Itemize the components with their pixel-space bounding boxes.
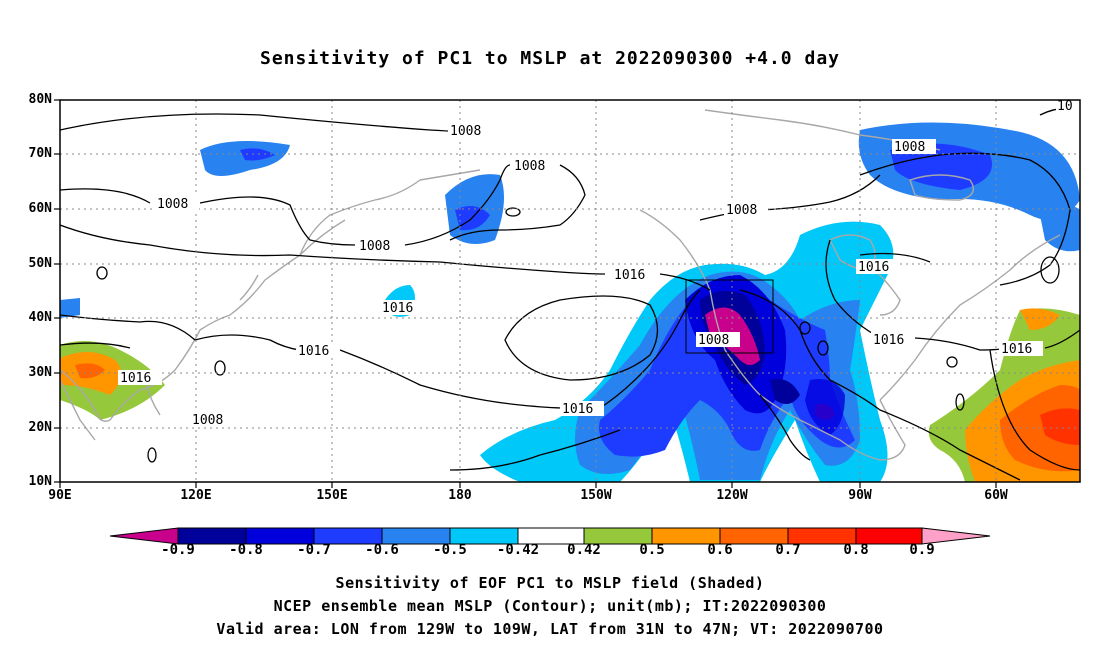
lon-label: 60W [984, 488, 1008, 503]
lon-label: 150E [316, 488, 348, 503]
caption-line-3: Valid area: LON from 129W to 109W, LAT f… [216, 620, 884, 638]
colorbar-label: 0.8 [843, 542, 869, 558]
caption-line-2: NCEP ensemble mean MSLP (Contour); unit(… [273, 597, 827, 615]
svg-text:1016: 1016 [858, 260, 889, 275]
lon-label: 120W [716, 488, 748, 503]
colorbar-label: 0.9 [909, 542, 935, 558]
lon-label: 180 [448, 488, 472, 503]
contour-label: 1016 [612, 267, 656, 283]
valid-area-box [685, 279, 774, 354]
colorbar-label: -0.42 [496, 542, 540, 558]
svg-text:1008: 1008 [157, 197, 188, 212]
colorbar-label: 0.5 [639, 542, 665, 558]
lat-label: 80N [28, 92, 52, 107]
colorbar-label: 0.6 [707, 542, 733, 558]
contour-label: 1016 [380, 300, 424, 316]
contour-label: 1016 [871, 332, 915, 348]
contour-label: 1008 [448, 123, 492, 139]
svg-text:1008: 1008 [359, 239, 390, 254]
contour-label: 1008 [357, 238, 401, 254]
lat-label: 50N [28, 256, 52, 271]
svg-text:1016: 1016 [120, 371, 151, 386]
contour-label: 1008 [696, 332, 740, 348]
contour-label: 1008 [512, 158, 556, 174]
contour-label: 1008 [155, 196, 199, 212]
colorbar-label: 0.7 [775, 542, 801, 558]
lat-label: 70N [28, 146, 52, 161]
svg-text:1008: 1008 [726, 203, 757, 218]
contour-label: 1016 [118, 370, 162, 386]
colorbar [109, 527, 991, 545]
lon-label: 90E [48, 488, 72, 503]
colorbar-label: -0.5 [433, 542, 467, 558]
svg-text:1016: 1016 [873, 333, 904, 348]
grid-lines [60, 100, 1080, 482]
contour-label: 1016 [856, 259, 900, 275]
lat-label: 30N [28, 365, 52, 380]
svg-text:10: 10 [1057, 99, 1073, 114]
contour-label: 1008 [190, 412, 234, 428]
contour-label: 1008 [892, 139, 936, 155]
colorbar-label: -0.6 [365, 542, 399, 558]
svg-text:1016: 1016 [382, 301, 413, 316]
map-frame [59, 99, 1081, 483]
lon-label: 150W [580, 488, 612, 503]
svg-text:1008: 1008 [450, 124, 481, 139]
svg-text:1016: 1016 [298, 344, 329, 359]
svg-text:1016: 1016 [614, 268, 645, 283]
svg-text:1008: 1008 [894, 140, 925, 155]
contour-label: 10 [1056, 99, 1080, 114]
svg-text:1016: 1016 [1001, 342, 1032, 357]
lat-label: 10N [28, 474, 52, 489]
lat-label: 40N [28, 310, 52, 325]
lon-label: 90W [848, 488, 872, 503]
colorbar-label: 0.42 [567, 542, 601, 558]
colorbar-label: -0.9 [161, 542, 195, 558]
caption-line-1: Sensitivity of EOF PC1 to MSLP field (Sh… [335, 574, 765, 592]
contour-label: 1016 [999, 341, 1043, 357]
axis-ticks [54, 99, 997, 488]
colorbar-label: -0.7 [297, 542, 331, 558]
map-title: Sensitivity of PC1 to MSLP at 2022090300… [259, 48, 840, 69]
svg-text:1016: 1016 [562, 402, 593, 417]
contour-label: 1016 [296, 343, 340, 359]
map-plot: 1008 1008 1008 1008 1016 1016 1016 1016 … [60, 99, 1080, 482]
svg-text:1008: 1008 [192, 413, 223, 428]
lon-label: 120E [180, 488, 212, 503]
contour-label: 1016 [560, 401, 604, 417]
lat-label: 60N [28, 201, 52, 216]
contour-label: 1008 [724, 202, 768, 218]
lat-label: 20N [28, 420, 52, 435]
svg-text:1008: 1008 [514, 159, 545, 174]
contour-labels: 1008 1008 1008 1008 1016 1016 1016 1016 … [118, 99, 1080, 428]
colorbar-label: -0.8 [229, 542, 263, 558]
svg-text:1008: 1008 [698, 333, 729, 348]
